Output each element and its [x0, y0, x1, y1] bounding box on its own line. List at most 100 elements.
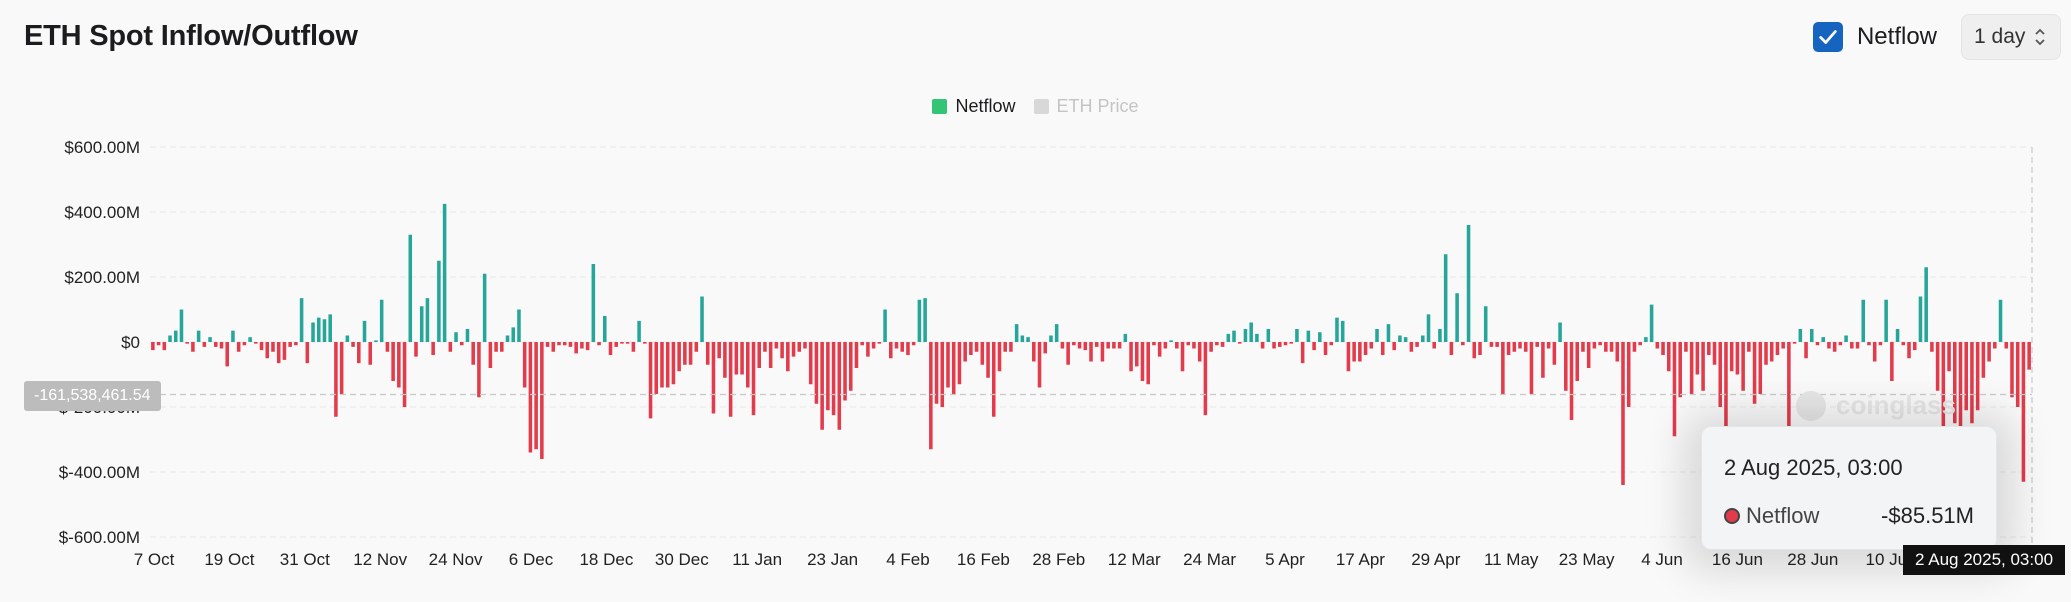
netflow-bar: [271, 342, 275, 352]
netflow-bar: [1449, 342, 1454, 355]
netflow-bar: [705, 342, 710, 365]
netflow-checkbox[interactable]: [1812, 22, 1843, 52]
netflow-bar: [883, 309, 887, 342]
netflow-bar: [505, 335, 510, 342]
netflow-bar: [974, 342, 979, 352]
netflow-bar: [1409, 342, 1414, 352]
netflow-bar: [1752, 342, 1757, 404]
netflow-bar: [1769, 342, 1774, 362]
netflow-bar: [1243, 329, 1248, 342]
netflow-bar: [1512, 342, 1517, 352]
netflow-bar: [980, 342, 985, 365]
netflow-toggle-label: Netflow: [1856, 23, 1937, 50]
netflow-bar: [1443, 254, 1448, 342]
netflow-bar: [620, 342, 624, 344]
netflow-bar: [225, 342, 229, 367]
netflow-bar: [1649, 304, 1654, 343]
netflow-bar: [334, 342, 338, 417]
netflow-bar: [791, 342, 796, 357]
x-tick-label: 6 Dec: [509, 550, 554, 569]
netflow-bar: [1712, 342, 1717, 365]
x-tick-label: 11 May: [1484, 550, 1539, 569]
netflow-bar: [694, 342, 699, 352]
netflow-bar: [1907, 342, 1911, 359]
netflow-bar: [1958, 342, 1963, 440]
netflow-bar: [1747, 342, 1751, 352]
netflow-bar: [1180, 342, 1185, 372]
netflow-bar: [1867, 342, 1871, 346]
checkmark-icon: [1819, 30, 1837, 44]
netflow-bar: [1323, 342, 1328, 355]
netflow-bar: [906, 342, 910, 355]
interval-select[interactable]: 1 day: [1961, 14, 2061, 60]
netflow-bar: [751, 342, 756, 416]
netflow-bar: [711, 342, 716, 414]
x-tick-label: 11 Jan: [732, 550, 782, 569]
netflow-bar: [282, 342, 287, 360]
netflow-bar: [717, 342, 721, 359]
netflow-bar: [1117, 342, 1122, 349]
netflow-bar: [1043, 342, 1048, 354]
netflow-bar: [1804, 342, 1808, 359]
netflow-bar: [1518, 342, 1522, 349]
netflow-bar: [419, 306, 424, 342]
legend-item-eth-price[interactable]: ETH Price: [1033, 96, 1139, 117]
netflow-bar: [1609, 342, 1614, 352]
netflow-bar: [763, 342, 767, 352]
netflow-bar: [929, 342, 933, 450]
netflow-bar: [1832, 342, 1837, 352]
netflow-bar: [1392, 342, 1396, 351]
netflow-bar: [969, 342, 973, 355]
netflow-bar: [202, 342, 207, 347]
netflow-bar: [660, 342, 664, 388]
netflow-bar: [1821, 337, 1825, 343]
netflow-bar: [1764, 342, 1768, 365]
netflow-bar: [597, 342, 601, 346]
netflow-bar: [1489, 342, 1494, 347]
netflow-bar: [168, 335, 172, 342]
x-tick-label: 28 Jun: [1787, 550, 1838, 569]
x-tick-label: 17 Apr: [1336, 550, 1385, 569]
netflow-bar: [351, 342, 355, 347]
x-tick-label: 31 Oct: [280, 550, 330, 569]
netflow-bar: [1358, 342, 1362, 362]
netflow-bar: [1529, 342, 1534, 394]
netflow-bar: [986, 342, 990, 378]
netflow-bar: [1283, 342, 1288, 346]
netflow-bar: [431, 342, 435, 355]
netflow-bar: [1237, 342, 1242, 344]
netflow-bar: [1827, 342, 1831, 349]
netflow-bar: [1787, 342, 1791, 440]
netflow-bar: [1289, 342, 1293, 344]
netflow-bar: [1981, 342, 1986, 378]
netflow-bar: [545, 342, 550, 347]
netflow-bar: [1232, 330, 1236, 343]
netflow-bar: [774, 342, 779, 349]
netflow-bar: [946, 342, 950, 388]
netflow-bar: [1689, 342, 1694, 394]
legend-item-netflow[interactable]: Netflow: [932, 96, 1016, 117]
netflow-bar: [1844, 335, 1848, 342]
y-tick-label: $-400.00M: [59, 463, 140, 482]
netflow-bar: [734, 342, 739, 375]
netflow-bar: [1146, 342, 1150, 385]
netflow-bar: [940, 342, 945, 407]
netflow-bar: [637, 320, 641, 343]
netflow-bar: [288, 342, 292, 347]
netflow-bar: [889, 342, 893, 359]
netflow-bar: [1644, 337, 1648, 343]
netflow-bar: [345, 335, 350, 342]
netflow-bar: [1615, 342, 1620, 362]
netflow-bar: [1100, 342, 1105, 362]
y-tick-label: $-600.00M: [59, 528, 140, 547]
netflow-bar: [1438, 329, 1442, 342]
netflow-bar: [677, 342, 681, 372]
x-tick-label: 28 Feb: [1032, 550, 1085, 569]
netflow-bar: [580, 342, 584, 349]
chart-controls: Netflow 1 day: [1812, 14, 2061, 60]
x-tick-label: 24 Mar: [1183, 550, 1236, 569]
netflow-bar: [900, 342, 904, 352]
x-tick-label: 30 Dec: [655, 550, 709, 569]
x-tick-label: 4 Jun: [1641, 550, 1683, 569]
